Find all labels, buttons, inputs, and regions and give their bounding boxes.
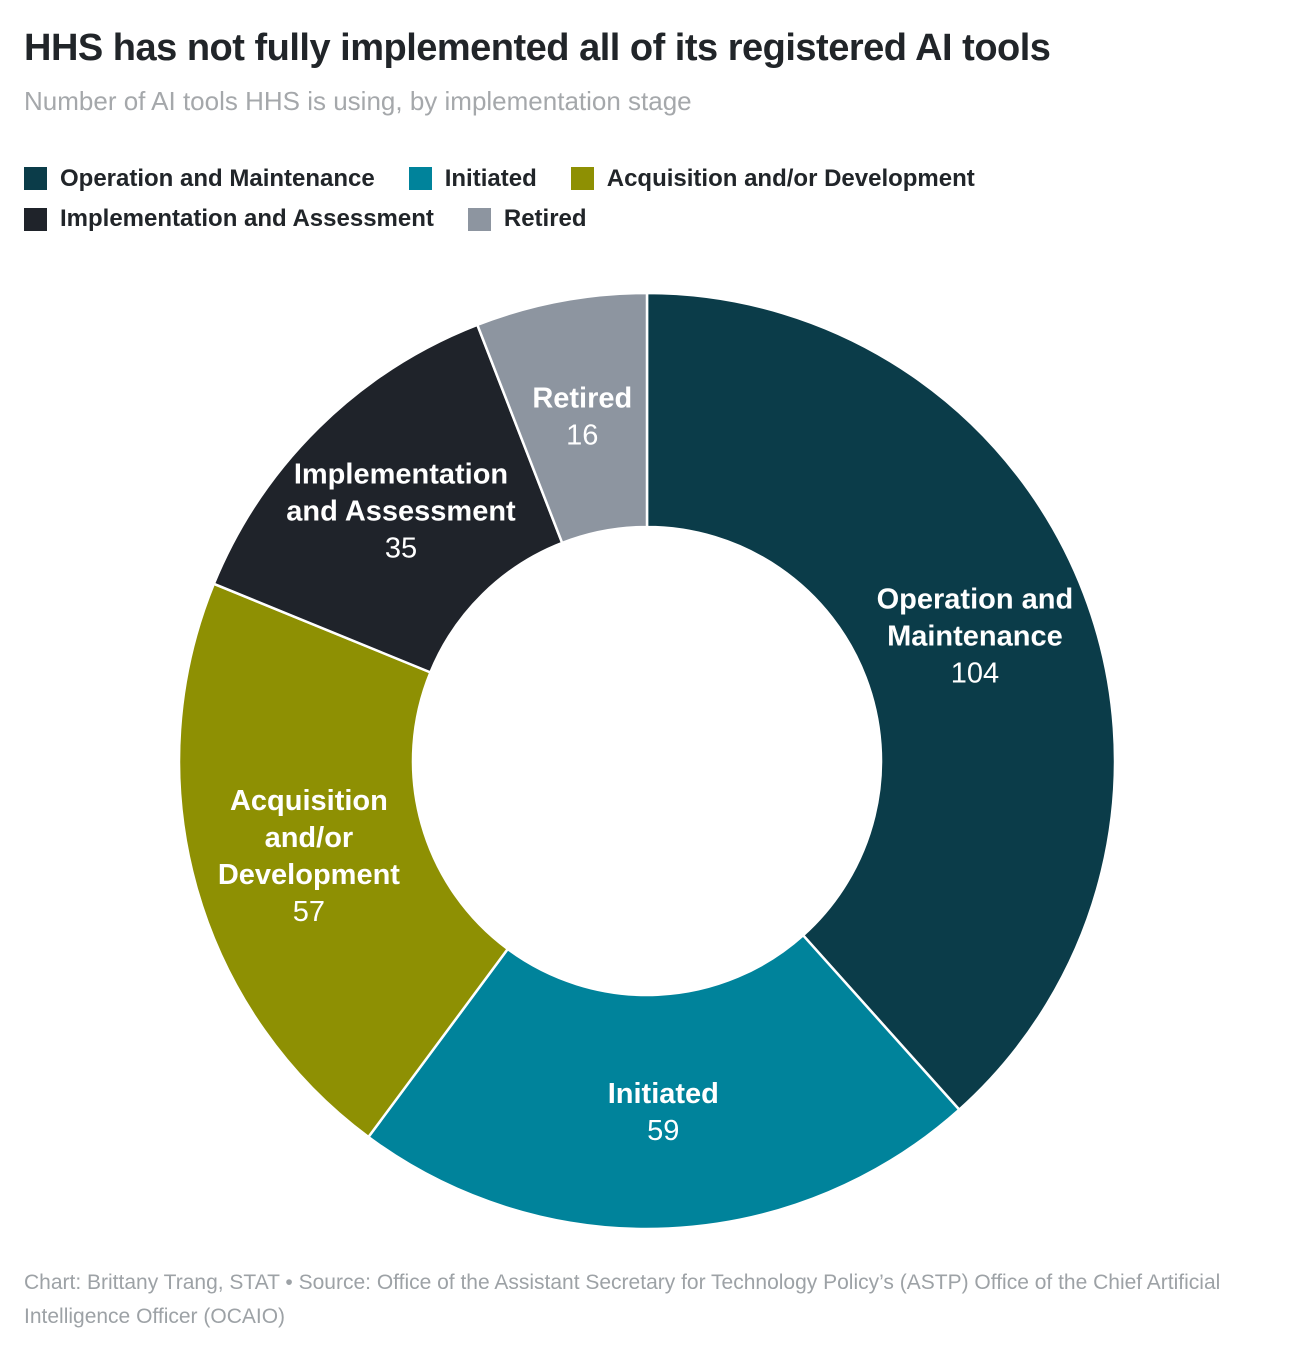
legend-label: Acquisition and/or Development (606, 164, 975, 192)
chart-title: HHS has not fully implemented all of its… (24, 27, 1051, 69)
segment-label-initiated: Initiated 59 (608, 1078, 719, 1147)
chart-footer: Chart: Brittany Trang, STAT • Source: Of… (24, 1266, 1244, 1334)
chart-header: HHS has not fully implemented all of its… (0, 0, 1292, 117)
legend-label: Initiated (444, 164, 537, 192)
legend-swatch-operation-and-maintenance (24, 167, 47, 191)
segment-label-operation-and-maintenance: Operation and Maintenance 104 (877, 584, 1074, 690)
legend-swatch-implementation-and-assessment (24, 207, 47, 231)
donut-chart: Operation and Maintenance 104 Initiated 59 Ac… (177, 291, 1117, 1231)
segment-label-acquisition-and-or-development: Acquisition and/or Development 57 (218, 785, 400, 928)
legend-swatch-acquisition-and-or-development (570, 167, 594, 191)
donut-segment-operation-and-maintenance (645, 291, 1117, 1111)
legend-item-acquisition-and-or-development: Acquisition and/or Development (570, 164, 975, 193)
legend-swatch-initiated (408, 167, 432, 191)
donut-segment-acquisition-and-or-development (177, 582, 509, 1139)
donut-chart-area: Operation and Maintenance 104 Initiated 59 Ac… (0, 270, 1292, 1262)
legend-swatch-retired (467, 207, 491, 231)
legend-item-retired: Retired (467, 205, 587, 233)
legend-item-operation-and-maintenance: Operation and Maintenance (24, 165, 375, 193)
chart-subtitle: Number of AI tools HHS is using, by impl… (24, 85, 692, 116)
chart-source-text: Chart: Brittany Trang, STAT • Source: Of… (24, 1271, 1221, 1328)
legend-item-implementation-and-assessment: Implementation and Assessment (24, 205, 434, 233)
legend-label: Operation and Maintenance (60, 164, 375, 192)
donut-segment-initiated (367, 934, 961, 1231)
segment-label-implementation-and-assessment: Implementation and Assessment 35 (286, 459, 516, 565)
segment-label-retired: Retired 16 (532, 383, 632, 452)
legend-item-initiated: Initiated (408, 164, 537, 193)
legend-label: Implementation and Assessment (60, 205, 434, 233)
donut-segment-retired (476, 291, 649, 545)
chart-legend: Operation and Maintenance Initiated Acquis… (24, 165, 1104, 233)
legend-label: Retired (503, 205, 587, 233)
donut-segment-implementation-and-assessment (212, 323, 564, 674)
